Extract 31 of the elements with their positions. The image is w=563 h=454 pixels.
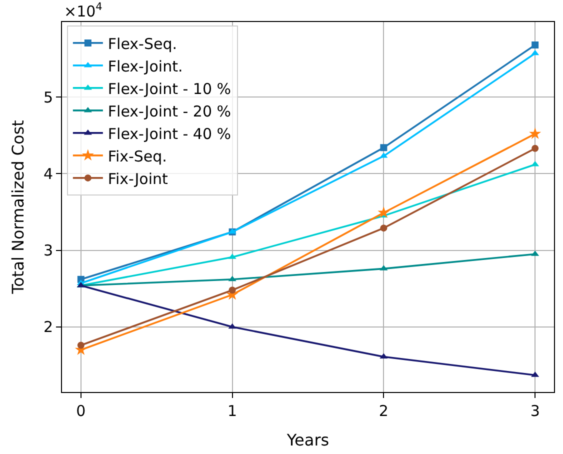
x-tick-label: 0	[76, 402, 86, 420]
y-tick-label: 3	[43, 242, 53, 260]
point	[531, 160, 540, 166]
point	[529, 128, 542, 139]
legend-label: Flex-Joint - 20 %	[108, 102, 232, 120]
legend-label: Fix-Seq.	[108, 147, 167, 166]
x-tick-label: 2	[378, 402, 388, 420]
y-tick-label: 2	[43, 318, 53, 336]
point	[380, 224, 388, 232]
point	[532, 41, 539, 48]
point	[77, 342, 84, 349]
legend-label: Flex-Joint - 40 %	[108, 124, 232, 143]
point	[531, 50, 540, 56]
x-tick-label: 3	[530, 402, 540, 420]
y-tick-label: 5	[43, 88, 53, 106]
text: ×10$^{4}$	[64, 1, 103, 20]
x-axis-title: Years	[286, 430, 330, 450]
legend-label: Flex-Seq.	[108, 34, 178, 53]
y-tick-label: 4	[43, 164, 53, 183]
point	[380, 353, 388, 359]
legend-label: Flex-Joint.	[108, 57, 183, 76]
legend-label: Fix-Joint	[108, 170, 168, 188]
point	[228, 286, 236, 294]
point	[228, 323, 236, 329]
point	[378, 206, 390, 218]
point	[532, 144, 539, 152]
y-axis-title: Total Normalized Cost	[8, 120, 28, 295]
point	[228, 276, 236, 282]
point	[380, 144, 388, 152]
legend-label: Flex-Joint - 10 %	[108, 80, 232, 98]
x-tick-label: 1	[228, 402, 238, 420]
